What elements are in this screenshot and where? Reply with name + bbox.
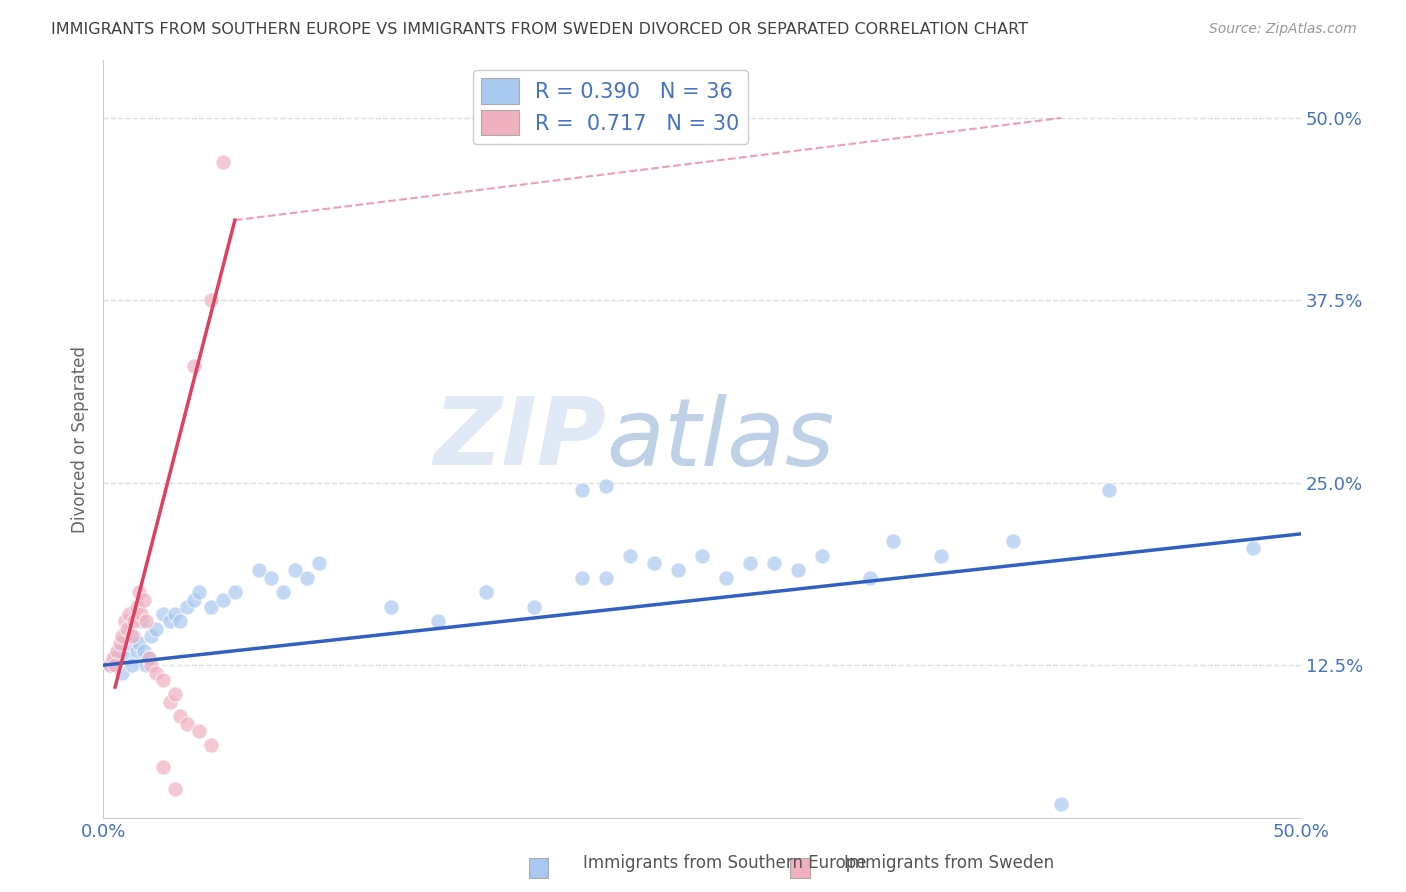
Point bbox=[159, 615, 181, 629]
Point bbox=[128, 585, 150, 599]
Point bbox=[643, 556, 665, 570]
Point bbox=[121, 629, 143, 643]
Point bbox=[1050, 797, 1073, 811]
Point bbox=[111, 665, 134, 680]
Point bbox=[224, 585, 246, 599]
Point bbox=[380, 599, 402, 614]
Point bbox=[1098, 483, 1121, 497]
Point bbox=[108, 636, 131, 650]
Point bbox=[98, 658, 121, 673]
Point bbox=[125, 599, 148, 614]
Point bbox=[176, 716, 198, 731]
Text: atlas: atlas bbox=[606, 393, 834, 484]
Point bbox=[690, 549, 713, 563]
Point bbox=[284, 563, 307, 577]
Point bbox=[212, 592, 235, 607]
Point bbox=[523, 599, 546, 614]
Point bbox=[475, 585, 498, 599]
Point bbox=[111, 629, 134, 643]
Legend: R = 0.390   N = 36, R =  0.717   N = 30: R = 0.390 N = 36, R = 0.717 N = 30 bbox=[472, 70, 748, 144]
Point bbox=[104, 658, 127, 673]
Point bbox=[122, 615, 145, 629]
Text: Source: ZipAtlas.com: Source: ZipAtlas.com bbox=[1209, 22, 1357, 37]
Point bbox=[212, 154, 235, 169]
Point bbox=[139, 658, 162, 673]
Point bbox=[135, 658, 157, 673]
Point bbox=[882, 534, 904, 549]
Point bbox=[295, 571, 318, 585]
Point bbox=[152, 673, 174, 687]
Point bbox=[619, 549, 641, 563]
Text: Immigrants from Sweden: Immigrants from Sweden bbox=[844, 855, 1053, 872]
Point bbox=[183, 359, 205, 373]
Point bbox=[714, 571, 737, 585]
Point bbox=[125, 643, 148, 657]
Point bbox=[595, 479, 617, 493]
Point bbox=[128, 636, 150, 650]
Point bbox=[187, 723, 209, 738]
Text: ZIP: ZIP bbox=[433, 393, 606, 485]
Point bbox=[138, 651, 160, 665]
Point bbox=[247, 563, 270, 577]
Point bbox=[135, 615, 157, 629]
Point bbox=[145, 665, 167, 680]
Point bbox=[427, 615, 450, 629]
Point bbox=[786, 563, 808, 577]
Point bbox=[271, 585, 294, 599]
Point bbox=[595, 571, 617, 585]
Point bbox=[810, 549, 832, 563]
Point bbox=[115, 651, 138, 665]
Point bbox=[152, 760, 174, 774]
Point bbox=[118, 636, 141, 650]
Point bbox=[152, 607, 174, 622]
Point bbox=[169, 709, 191, 723]
Point bbox=[108, 643, 131, 657]
Point bbox=[139, 629, 162, 643]
Point bbox=[132, 592, 155, 607]
Point bbox=[122, 629, 145, 643]
Text: Immigrants from Southern Europe: Immigrants from Southern Europe bbox=[583, 855, 868, 872]
Point bbox=[260, 571, 283, 585]
Point bbox=[571, 483, 593, 497]
Point bbox=[131, 607, 153, 622]
Point bbox=[1002, 534, 1025, 549]
Point bbox=[571, 571, 593, 585]
Point bbox=[200, 293, 222, 308]
Point bbox=[118, 607, 141, 622]
Point bbox=[163, 782, 186, 797]
Point bbox=[101, 651, 124, 665]
Point bbox=[104, 651, 127, 665]
Point bbox=[308, 556, 330, 570]
Point bbox=[114, 629, 136, 643]
Point bbox=[132, 643, 155, 657]
Point bbox=[176, 599, 198, 614]
Point bbox=[738, 556, 761, 570]
Point bbox=[858, 571, 880, 585]
Point bbox=[114, 615, 136, 629]
Point bbox=[762, 556, 785, 570]
Point bbox=[107, 643, 129, 657]
Point bbox=[131, 615, 153, 629]
Point bbox=[145, 622, 167, 636]
Point bbox=[138, 651, 160, 665]
Point bbox=[187, 585, 209, 599]
Point bbox=[159, 695, 181, 709]
Point bbox=[115, 622, 138, 636]
Point bbox=[666, 563, 689, 577]
Point bbox=[163, 607, 186, 622]
Point bbox=[200, 739, 222, 753]
Point bbox=[169, 615, 191, 629]
Point bbox=[931, 549, 953, 563]
Point bbox=[183, 592, 205, 607]
Y-axis label: Divorced or Separated: Divorced or Separated bbox=[72, 345, 89, 533]
Point bbox=[1241, 541, 1264, 556]
Text: IMMIGRANTS FROM SOUTHERN EUROPE VS IMMIGRANTS FROM SWEDEN DIVORCED OR SEPARATED : IMMIGRANTS FROM SOUTHERN EUROPE VS IMMIG… bbox=[51, 22, 1028, 37]
Point bbox=[200, 599, 222, 614]
Point bbox=[163, 687, 186, 701]
Point bbox=[121, 658, 143, 673]
Point bbox=[98, 658, 121, 673]
